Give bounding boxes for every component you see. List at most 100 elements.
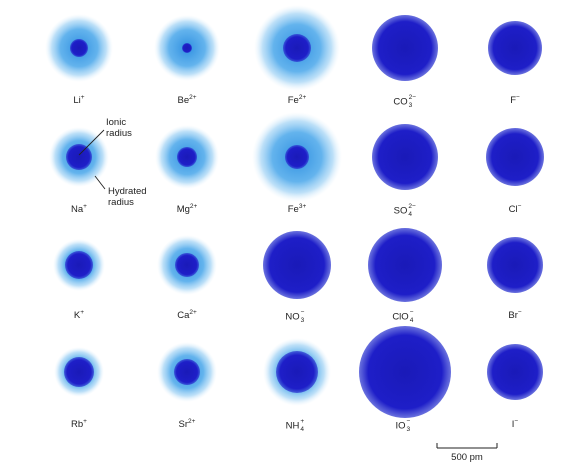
ion-core (359, 326, 451, 418)
ion-sphere-nh4plus (263, 338, 331, 406)
ion-symbol: Be (177, 95, 190, 106)
ion-charge: − (517, 308, 522, 316)
ionic-radius-pointer (78, 129, 105, 156)
ion-charge: − (300, 309, 305, 316)
ion-sphere-mg2plus (155, 125, 219, 189)
ion-sphere-iminus (487, 344, 543, 400)
ion-sphere-io3minus (359, 326, 451, 418)
ion-symbol: K (73, 310, 81, 321)
ion-core (66, 144, 92, 170)
ion-core (174, 359, 200, 385)
ion-charge-stack: −3 (300, 309, 309, 324)
ion-subscript: 3 (300, 317, 305, 324)
ion-core (263, 231, 331, 299)
ion-sphere-liplus (45, 14, 113, 82)
ion-symbol: Li (73, 95, 81, 106)
ion-symbol: CO (393, 96, 408, 108)
ionic-radius-callout: Ionic radius (106, 117, 132, 139)
ion-sphere-be2plus (154, 15, 220, 81)
ion-label-liplus: Li+ (73, 93, 85, 106)
ion-core (368, 228, 442, 302)
ion-charge-stack: 2− 3 (408, 94, 417, 109)
ion-sphere-fe2plus (254, 5, 340, 91)
ion-symbol: Fe (287, 95, 299, 106)
ion-core (487, 344, 543, 400)
ion-core (372, 124, 438, 190)
ion-core (64, 357, 94, 387)
hydrated-radius-callout: Hydrated radius (108, 186, 147, 208)
ion-label-sr2plus: Sr2+ (179, 417, 196, 430)
ion-symbol: I (511, 419, 515, 430)
ion-label-no3minus: NO −3 (285, 309, 309, 324)
ion-sphere-ca2plus (157, 235, 217, 295)
ion-label-be2plus: Be2+ (177, 94, 196, 106)
ion-charge: 2+ (298, 93, 307, 101)
ion-core (285, 145, 309, 169)
ion-label-mg2plus: Mg2+ (176, 203, 198, 215)
ion-symbol: Ca (177, 310, 190, 321)
ion-sphere-fminus (488, 21, 542, 75)
ion-label-fminus: F− (510, 93, 520, 106)
ion-charge: 2− (408, 94, 417, 101)
ion-charge: − (514, 417, 519, 425)
ion-charge: − (517, 202, 522, 210)
ion-symbol: Na (71, 204, 84, 215)
ion-symbol: Br (508, 310, 518, 321)
ion-core (177, 147, 197, 167)
ion-label-clo4minus: ClO −4 (392, 309, 417, 324)
ion-sphere-fe3plus (252, 112, 342, 202)
ion-charge: − (406, 418, 411, 425)
ion-sphere-sr2plus (157, 342, 217, 402)
ion-sphere-rbplus (54, 347, 104, 397)
ion-sphere-kplus (53, 239, 105, 291)
scale-bar-label: 500 pm (451, 452, 483, 463)
ion-charge: − (516, 93, 520, 101)
ion-label-io3minus: IO −3 (395, 418, 415, 432)
ion-charge: + (83, 202, 87, 210)
ion-subscript: 4 (409, 317, 414, 324)
ion-core (372, 15, 438, 81)
ion-core (65, 251, 93, 279)
ion-label-co32minus: CO 2− 3 (393, 94, 417, 109)
ion-label-nh4plus: NH +4 (285, 418, 309, 432)
ion-charge: 3+ (298, 202, 307, 210)
ion-label-clminus: Cl− (508, 202, 522, 215)
ion-symbol: F (510, 95, 517, 106)
ion-subscript: 3 (408, 102, 413, 109)
ion-charge-stack: 2− 4 (408, 203, 416, 217)
ion-core (182, 43, 192, 53)
ion-label-iminus: I− (511, 417, 519, 430)
ion-label-naplus: Na+ (71, 202, 87, 215)
ion-label-rbplus: Rb+ (71, 418, 87, 430)
ion-sphere-no3minus (263, 231, 331, 299)
ion-symbol: Rb (71, 419, 84, 430)
hydrated-radius-pointer (94, 175, 106, 190)
ion-symbol: SO (393, 205, 408, 217)
ion-core (175, 253, 199, 277)
ion-sphere-clo4minus (368, 228, 442, 302)
ion-sphere-clminus (486, 128, 544, 186)
ion-charge: 2− (408, 203, 416, 210)
ion-symbol: NH (285, 420, 300, 432)
ion-sphere-brminus (487, 237, 543, 293)
ion-charge: 2+ (188, 417, 196, 425)
ion-charge-stack: +4 (300, 418, 308, 432)
ion-symbol: Fe (287, 204, 299, 215)
ion-core (283, 34, 311, 62)
ion-label-kplus: K+ (73, 309, 84, 321)
ion-sphere-co32minus (372, 15, 438, 81)
ion-charge: − (409, 309, 414, 316)
ion-sphere-so42minus (372, 124, 438, 190)
ion-label-ca2plus: Ca2+ (177, 308, 197, 321)
ion-core (487, 237, 543, 293)
ion-charge: 2+ (189, 308, 197, 316)
ion-symbol: Cl (508, 204, 518, 215)
ion-symbol: Mg (176, 204, 190, 215)
ion-charge: + (80, 93, 85, 101)
ion-label-so42minus: SO 2− 4 (393, 203, 417, 217)
scale-bar (436, 443, 498, 449)
ion-label-fe2plus: Fe2+ (287, 93, 307, 106)
ion-charge: + (300, 418, 305, 425)
ion-charge-stack: −3 (406, 418, 415, 432)
